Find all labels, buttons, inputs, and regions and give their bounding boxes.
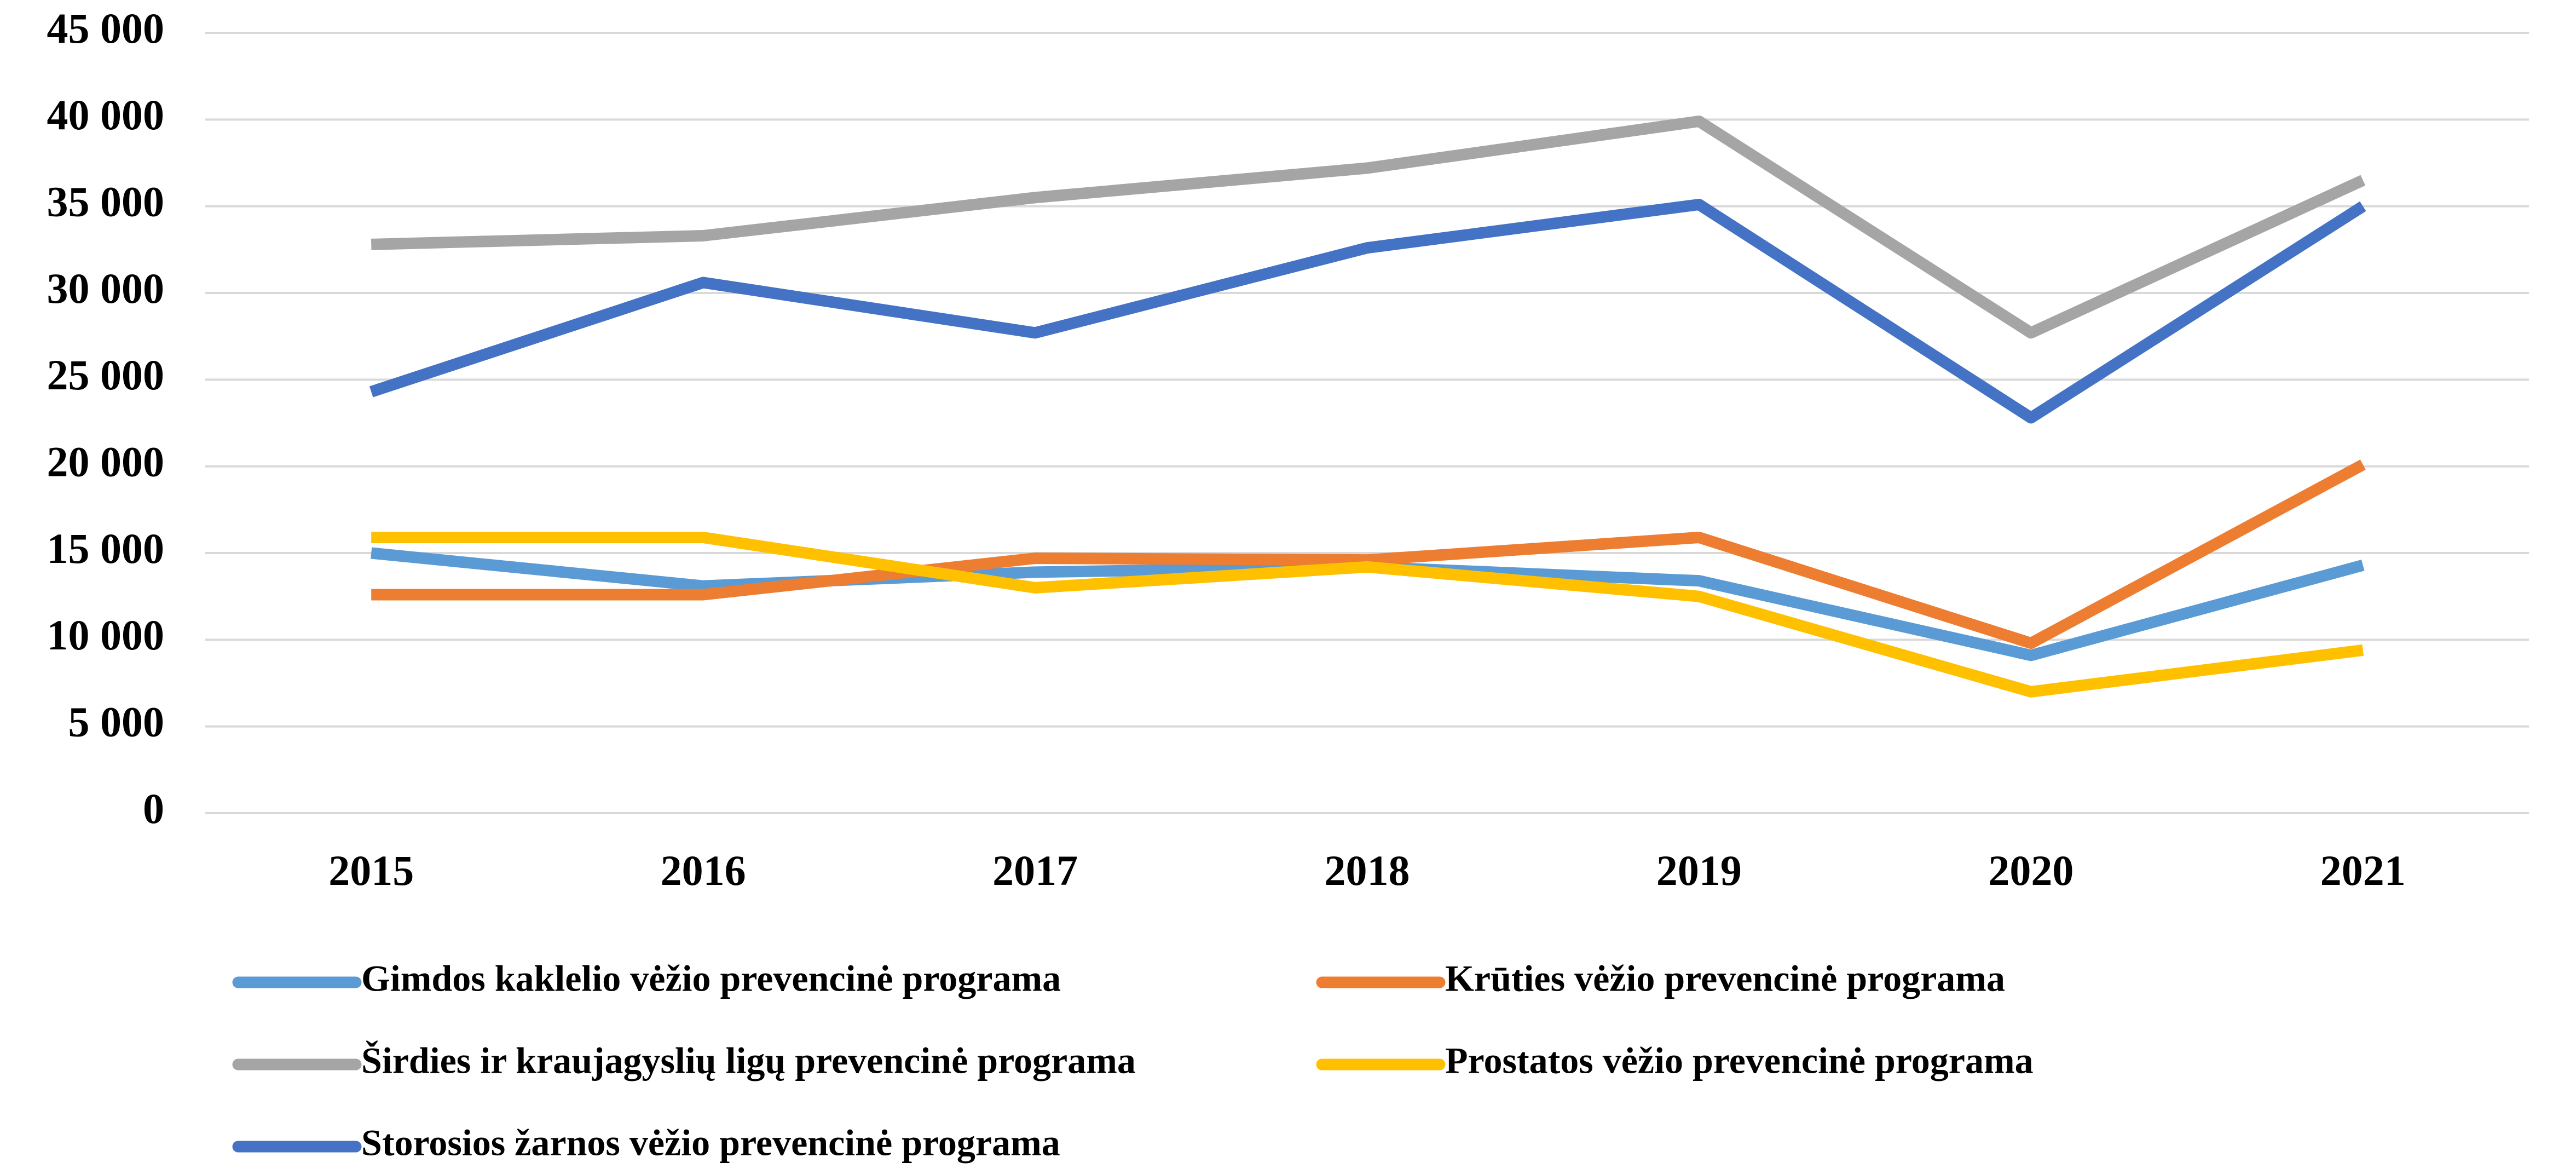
y-tick-label: 15 000 [47,525,165,572]
series-line [371,459,2366,649]
series-line [371,532,2364,698]
legend-label: Krūties vėžio prevencinė programa [1445,958,2005,999]
legend-label: Gimdos kaklelio vėžio prevencinė program… [361,958,1061,999]
legend-label: Storosios žarnos vėžio prevencinė progra… [361,1122,1060,1164]
series-line [369,199,2366,424]
x-tick-label: 2020 [1988,847,2073,894]
y-tick-label: 20 000 [47,438,165,486]
x-tick-label: 2018 [1325,847,1410,894]
legend-label: Širdies ir kraujagyslių ligų prevencinė … [361,1040,1136,1081]
x-tick-label: 2017 [992,847,1078,894]
x-tick-label: 2015 [328,847,414,894]
series-line [371,116,2366,339]
y-tick-label: 45 000 [47,4,165,52]
y-tick-label: 10 000 [47,611,165,659]
x-tick-label: 2019 [1656,847,1742,894]
y-tick-label: 30 000 [47,264,165,312]
y-tick-label: 25 000 [47,351,165,399]
y-tick-label: 0 [143,785,164,832]
legend-label: Prostatos vėžio prevencinė programa [1445,1040,2034,1081]
y-tick-label: 35 000 [47,178,165,226]
y-tick-label: 5 000 [68,698,165,746]
y-tick-label: 40 000 [47,91,165,139]
x-tick-label: 2021 [2320,847,2406,894]
x-tick-label: 2016 [661,847,746,894]
